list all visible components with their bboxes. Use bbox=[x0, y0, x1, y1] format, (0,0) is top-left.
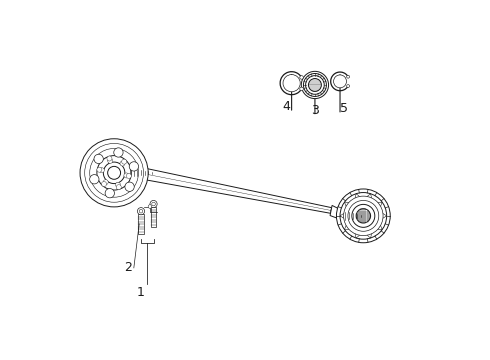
Text: 2: 2 bbox=[124, 261, 132, 274]
Circle shape bbox=[129, 162, 139, 171]
Circle shape bbox=[283, 75, 300, 92]
Circle shape bbox=[346, 75, 349, 78]
Polygon shape bbox=[138, 214, 144, 234]
Circle shape bbox=[103, 180, 108, 185]
Circle shape bbox=[301, 71, 329, 99]
Circle shape bbox=[103, 162, 125, 184]
Circle shape bbox=[97, 167, 102, 172]
Circle shape bbox=[126, 174, 131, 179]
Circle shape bbox=[352, 204, 375, 227]
Text: 1: 1 bbox=[137, 287, 145, 300]
Circle shape bbox=[150, 201, 157, 208]
Polygon shape bbox=[330, 206, 343, 221]
Circle shape bbox=[334, 75, 346, 88]
Circle shape bbox=[105, 189, 115, 198]
Circle shape bbox=[348, 201, 379, 231]
Circle shape bbox=[337, 189, 390, 243]
Circle shape bbox=[137, 208, 145, 215]
Circle shape bbox=[152, 202, 155, 206]
Circle shape bbox=[108, 158, 113, 163]
Circle shape bbox=[116, 182, 121, 187]
Circle shape bbox=[124, 173, 129, 178]
Circle shape bbox=[346, 85, 349, 87]
Circle shape bbox=[356, 209, 370, 223]
Polygon shape bbox=[126, 168, 140, 178]
Text: 4: 4 bbox=[282, 100, 290, 113]
Circle shape bbox=[114, 148, 123, 157]
Circle shape bbox=[101, 181, 106, 186]
Circle shape bbox=[97, 156, 131, 190]
Circle shape bbox=[120, 161, 125, 166]
Circle shape bbox=[94, 154, 103, 163]
Circle shape bbox=[139, 210, 143, 213]
Circle shape bbox=[99, 168, 104, 173]
Circle shape bbox=[108, 166, 121, 179]
Circle shape bbox=[148, 205, 152, 208]
Circle shape bbox=[300, 76, 303, 79]
Circle shape bbox=[122, 159, 127, 164]
Circle shape bbox=[343, 196, 383, 235]
Circle shape bbox=[116, 185, 121, 190]
Circle shape bbox=[107, 156, 112, 161]
Text: 3: 3 bbox=[311, 104, 319, 117]
Polygon shape bbox=[138, 167, 332, 213]
Circle shape bbox=[306, 76, 324, 94]
Polygon shape bbox=[151, 207, 156, 226]
Circle shape bbox=[90, 148, 139, 197]
Circle shape bbox=[125, 182, 134, 192]
Circle shape bbox=[309, 78, 321, 91]
Circle shape bbox=[300, 87, 303, 91]
Circle shape bbox=[80, 139, 148, 207]
Circle shape bbox=[303, 73, 326, 96]
Circle shape bbox=[340, 193, 387, 239]
Text: 5: 5 bbox=[340, 102, 347, 115]
Circle shape bbox=[90, 175, 99, 184]
Circle shape bbox=[85, 143, 144, 202]
